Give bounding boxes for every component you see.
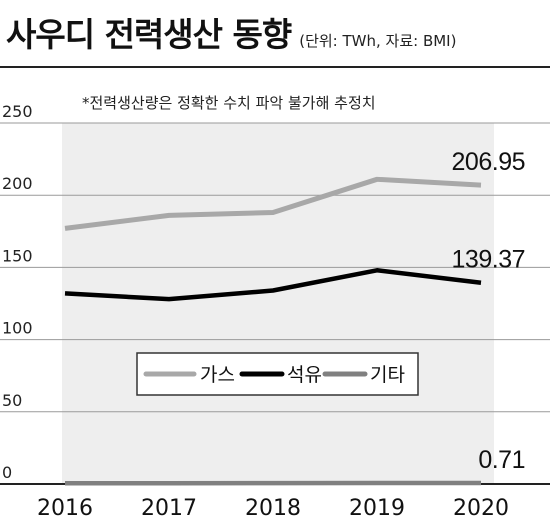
x-tick-label-2020: 2020 [453, 496, 509, 520]
series-line-2 [64, 268, 482, 302]
data-label-1: 206.95 [452, 148, 525, 176]
plot-background [62, 123, 494, 484]
y-tick-label-0: 0 [2, 463, 12, 482]
series-line-1 [64, 176, 482, 231]
x-tick-label-2018: 2018 [245, 496, 301, 520]
x-tick-label-2016: 2016 [37, 496, 93, 520]
x-tick-label-2019: 2019 [349, 496, 405, 520]
y-tick-label-50: 50 [2, 391, 22, 410]
x-tick-label-2017: 2017 [141, 496, 197, 520]
chart-note: *전력생산량은 정확한 수치 파악 불가해 추정치 [82, 94, 376, 112]
legend-label-2: 석유 [287, 364, 322, 386]
y-tick-label-100: 100 [2, 319, 33, 338]
y-tick-label-250: 250 [2, 102, 33, 121]
legend-label-1: 가스 [200, 364, 235, 386]
y-tick-label-150: 150 [2, 246, 33, 265]
legend-label-3: 기타 [370, 364, 405, 386]
chart-subtitle: (단위: TWh, 자료: BMI) [299, 32, 457, 50]
data-label-3: 0.71 [478, 446, 525, 474]
y-tick-label-200: 200 [2, 174, 33, 193]
title-area: 사우디 전력생산 동향 (단위: TWh, 자료: BMI) [6, 8, 546, 58]
title-divider [0, 66, 550, 68]
chart-title: 사우디 전력생산 동향 [6, 15, 292, 54]
data-label-2: 139.37 [452, 246, 525, 274]
